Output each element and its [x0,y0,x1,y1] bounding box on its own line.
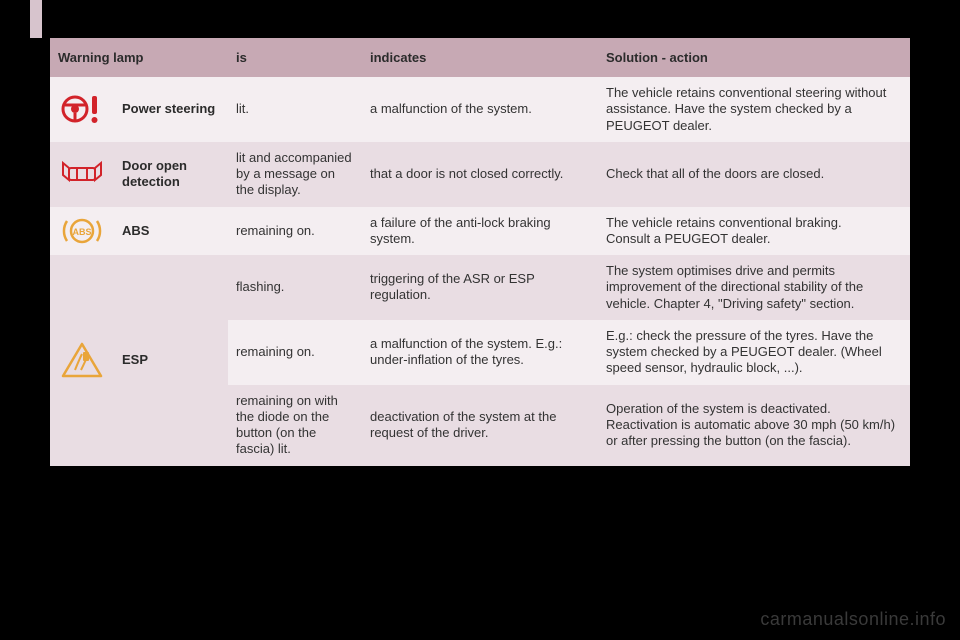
row-solution: E.g.: check the pressure of the tyres. H… [598,320,910,385]
door-open-icon [50,142,114,207]
row-is: remaining on. [228,207,362,256]
page-content: Warning lamp is indicates Solution - act… [50,0,910,466]
row-label: ESP [114,255,228,466]
svg-text:ABS: ABS [72,227,91,237]
header-solution: Solution - action [598,38,910,77]
row-label: Door open detection [114,142,228,207]
row-solution: The vehicle retains conventional braking… [598,207,910,256]
row-label: Power steering [114,77,228,142]
steering-wheel-icon [50,77,114,142]
row-indicates: a malfunction of the system. E.g.: under… [362,320,598,385]
watermark: carmanualsonline.info [760,609,946,630]
header-is: is [228,38,362,77]
table-row: ABS ABS remaining on. a failure of the a… [50,207,910,256]
row-solution: Operation of the system is deactivated. … [598,385,910,466]
row-indicates: a malfunction of the system. [362,77,598,142]
row-is: remaining on. [228,320,362,385]
row-is: remaining on with the diode on the butto… [228,385,362,466]
header-warning-lamp: Warning lamp [50,38,228,77]
row-is: flashing. [228,255,362,320]
side-tab [30,0,42,38]
row-indicates: deactivation of the system at the reques… [362,385,598,466]
abs-icon: ABS [50,207,114,256]
solution-line: Reactivation is automatic above 30 mph (… [606,417,902,450]
table-row: Door open detection lit and accompanied … [50,142,910,207]
row-solution: The system optimises drive and permits i… [598,255,910,320]
row-indicates: triggering of the ASR or ESP regulation. [362,255,598,320]
table-row: ESP flashing. triggering of the ASR or E… [50,255,910,320]
row-label: ABS [114,207,228,256]
solution-line: Operation of the system is deactivated. [606,401,902,417]
solution-line: The vehicle retains conventional braking… [606,215,902,231]
row-solution: Check that all of the doors are closed. [598,142,910,207]
row-indicates: that a door is not closed correctly. [362,142,598,207]
esp-icon [50,255,114,466]
warning-lamp-table: Warning lamp is indicates Solution - act… [50,38,910,466]
solution-line: Consult a PEUGEOT dealer. [606,231,902,247]
header-indicates: indicates [362,38,598,77]
row-indicates: a failure of the anti-lock braking syste… [362,207,598,256]
table-header-row: Warning lamp is indicates Solution - act… [50,38,910,77]
row-is: lit. [228,77,362,142]
table-row: Power steering lit. a malfunction of the… [50,77,910,142]
row-is: lit and accompanied by a message on the … [228,142,362,207]
row-solution: The vehicle retains conventional steerin… [598,77,910,142]
